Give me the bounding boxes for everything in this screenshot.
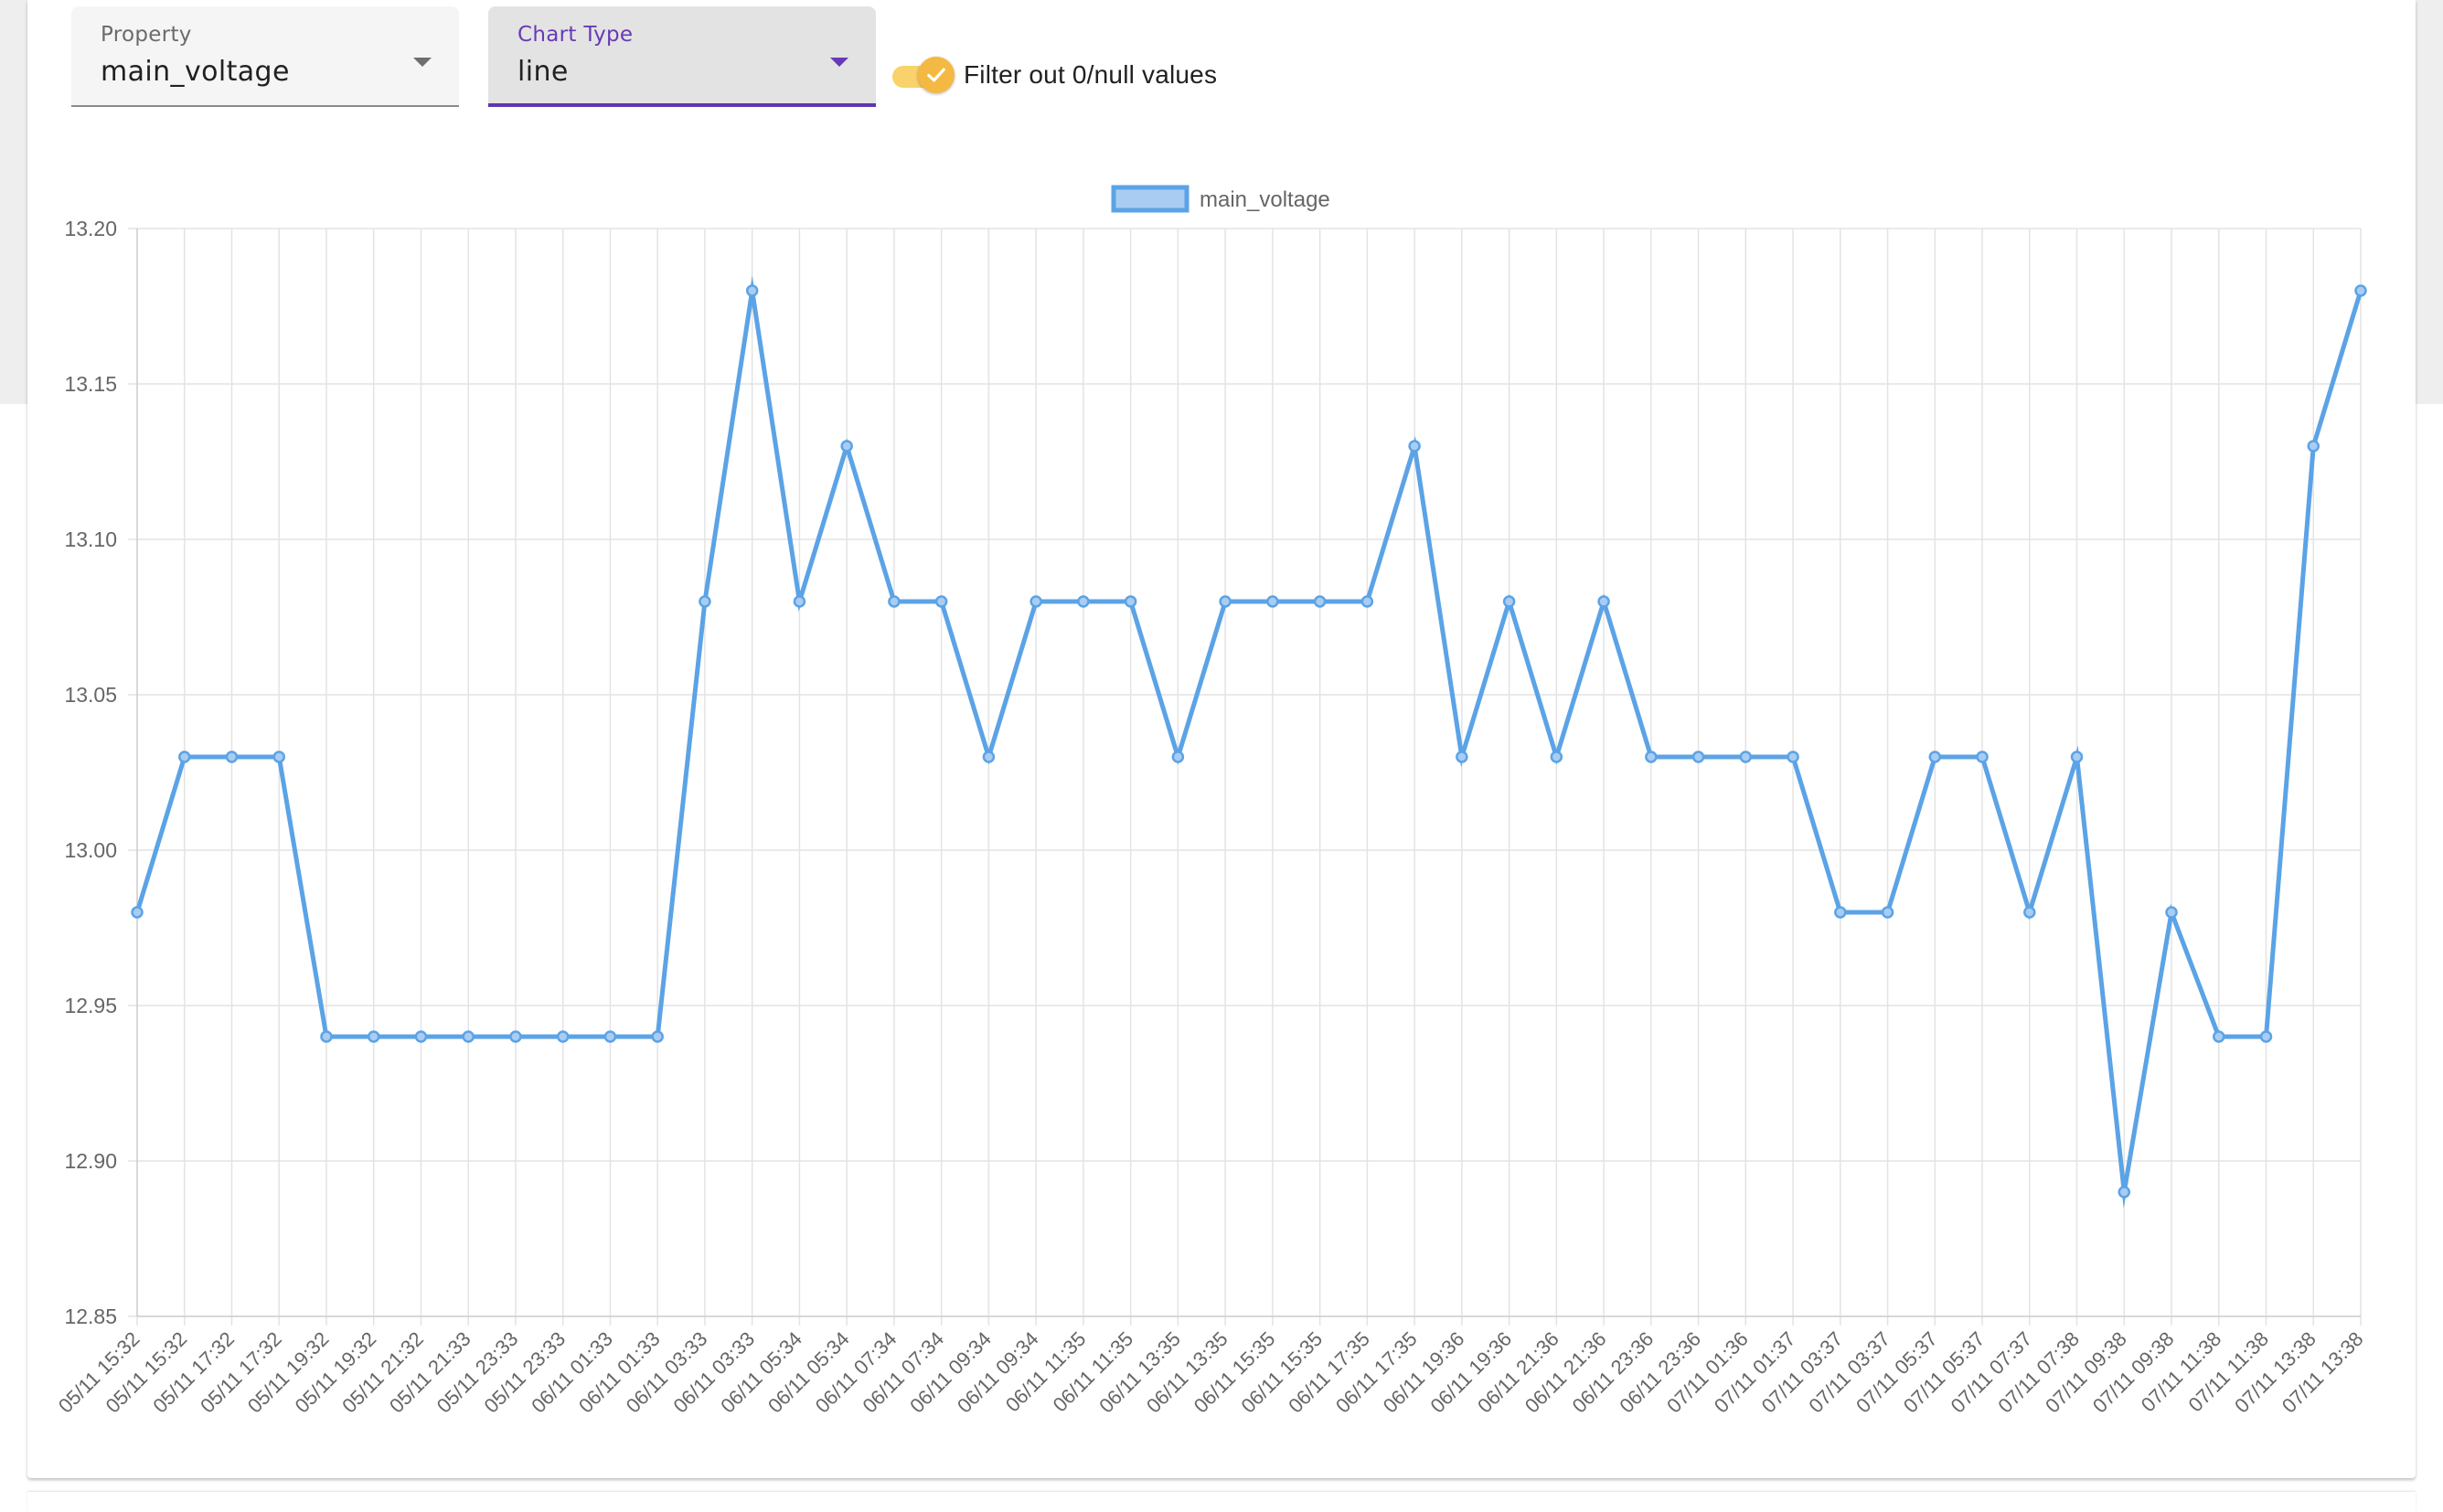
data-point (1124, 595, 1137, 608)
data-point (509, 1030, 522, 1043)
data-point (1550, 751, 1563, 763)
legend-label: main_voltage (1200, 187, 1330, 212)
data-point (1029, 595, 1042, 608)
data-point (556, 1030, 570, 1043)
y-tick-label: 13.20 (64, 217, 117, 240)
data-point (934, 595, 948, 608)
data-point (462, 1030, 475, 1043)
data-point (272, 751, 285, 763)
data-point (1219, 595, 1232, 608)
y-tick-label: 13.00 (64, 838, 117, 862)
y-tick-label: 13.15 (64, 372, 117, 396)
data-point (2070, 751, 2084, 763)
data-point (651, 1030, 664, 1043)
data-point (1502, 595, 1516, 608)
data-point (2118, 1186, 2131, 1198)
data-point (1834, 906, 1847, 919)
data-point (1077, 595, 1090, 608)
toggle-thumb (918, 57, 955, 93)
legend-swatch (1111, 185, 1189, 213)
data-point (131, 906, 144, 919)
data-point (2259, 1030, 2273, 1043)
data-point (888, 595, 901, 608)
voltage-line-chart: 13.20 13.15 13.10 13.05 13.00 12.95 12.90 12.85… (54, 185, 2368, 1418)
data-point (2165, 906, 2178, 919)
data-point (1597, 595, 1610, 608)
data-point (1408, 440, 1421, 453)
data-point (745, 284, 759, 297)
data-point (1360, 595, 1374, 608)
data-point (177, 751, 191, 763)
filter-null-toggle-label: Filter out 0/null values (964, 60, 1218, 89)
chart-type-select-value: line (517, 56, 569, 88)
y-tick-label: 13.05 (64, 683, 117, 707)
y-tick-label: 12.95 (64, 994, 117, 1017)
y-tick-label: 13.10 (64, 527, 117, 551)
data-point (2307, 440, 2320, 453)
data-point (2213, 1030, 2225, 1043)
next-card-edge (27, 1492, 2416, 1512)
filter-null-toggle[interactable] (889, 55, 955, 95)
series-line-main_voltage (134, 275, 2363, 1209)
check-icon (927, 68, 945, 82)
data-point (982, 751, 996, 763)
data-point (1928, 751, 1942, 763)
data-point (320, 1030, 333, 1043)
data-point (840, 440, 853, 453)
data-point (1171, 751, 1185, 763)
data-point (225, 751, 239, 763)
data-point (414, 1030, 428, 1043)
property-select-value: main_voltage (101, 56, 290, 88)
data-point (603, 1030, 617, 1043)
data-point (1787, 751, 1799, 763)
data-point (1739, 751, 1753, 763)
data-point (2023, 906, 2036, 919)
data-point (1266, 595, 1279, 608)
property-select-label: Property (101, 23, 192, 47)
dropdown-arrow-icon (413, 58, 432, 67)
chart-card (27, 0, 2416, 1478)
data-point (1691, 751, 1705, 763)
data-point (1976, 751, 1989, 763)
data-point (2354, 284, 2367, 297)
chart-type-select[interactable]: Chart Type line (488, 6, 876, 107)
data-point (1645, 751, 1658, 763)
data-point (1313, 595, 1327, 608)
data-point (1881, 906, 1894, 919)
y-tick-label: 12.90 (64, 1149, 117, 1173)
data-point (367, 1030, 380, 1043)
y-tick-label: 12.85 (64, 1304, 117, 1328)
property-select[interactable]: Property main_voltage (71, 6, 459, 107)
data-point (699, 595, 711, 608)
dropdown-arrow-icon (830, 58, 848, 67)
data-point (793, 595, 806, 608)
chart-type-select-label: Chart Type (517, 23, 634, 47)
data-point (1456, 751, 1468, 763)
